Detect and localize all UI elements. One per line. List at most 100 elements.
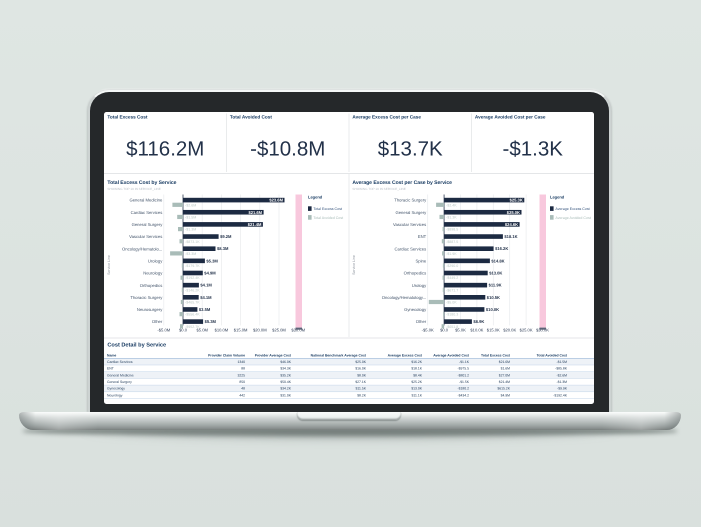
svg-text:$30.0K: $30.0K	[536, 328, 549, 333]
svg-text:$25.2K: $25.2K	[411, 380, 422, 384]
svg-text:-$192.4K: -$192.4K	[553, 393, 567, 397]
svg-text:$13.7K: $13.7K	[378, 138, 443, 161]
svg-text:Total Excess Cost by Service: Total Excess Cost by Service	[107, 180, 176, 186]
svg-text:$25.3K: $25.3K	[510, 198, 523, 203]
svg-text:-$5.0K: -$5.0K	[422, 328, 434, 333]
svg-text:$1.6M: $1.6M	[501, 367, 511, 371]
svg-text:$5.3M: $5.3M	[206, 258, 218, 263]
svg-text:-$975.5: -$975.5	[458, 367, 470, 371]
svg-text:$30.0M: $30.0M	[291, 328, 305, 333]
svg-text:$4.1M: $4.1M	[200, 295, 212, 300]
svg-text:$8.9K: $8.9K	[473, 319, 484, 324]
svg-text:-$887.5: -$887.5	[446, 240, 458, 244]
svg-text:-$1.5M: -$1.5M	[185, 215, 196, 219]
svg-text:$27.0M: $27.0M	[499, 373, 510, 377]
svg-text:$20.0K: $20.0K	[503, 328, 516, 333]
svg-text:Orthopedics: Orthopedics	[140, 283, 163, 288]
svg-text:$5.0M: $5.0M	[197, 328, 209, 333]
svg-text:-$5.0K: -$5.0K	[446, 301, 457, 305]
svg-text:-$1.3M: -$1.3M	[556, 380, 567, 384]
svg-text:Provider Average Cost: Provider Average Cost	[255, 354, 292, 358]
svg-text:-$85.8K: -$85.8K	[555, 367, 568, 371]
svg-text:Gynecology: Gynecology	[107, 387, 125, 391]
svg-text:$16.2K: $16.2K	[411, 360, 422, 364]
svg-text:$14.8K: $14.8K	[491, 258, 504, 263]
svg-text:$16.2K: $16.2K	[495, 246, 508, 251]
svg-text:Average Excess Cost per Case b: Average Excess Cost per Case by Service	[352, 180, 452, 186]
svg-text:General Surgery: General Surgery	[395, 210, 427, 215]
svg-text:1340: 1340	[237, 360, 245, 364]
svg-text:Vascular Services: Vascular Services	[393, 222, 426, 227]
svg-text:$24.6K: $24.6K	[505, 222, 518, 227]
svg-text:$25.0M: $25.0M	[272, 328, 286, 333]
svg-text:$16.0K: $16.0K	[355, 367, 366, 371]
svg-text:$21.4M: $21.4M	[248, 222, 262, 227]
svg-text:-$10.8M: -$10.8M	[250, 138, 325, 161]
svg-text:-$449.2: -$449.2	[446, 276, 458, 280]
svg-text:$50.4K: $50.4K	[280, 380, 291, 384]
svg-text:850: 850	[239, 380, 245, 384]
svg-text:$34.2K: $34.2K	[280, 387, 291, 391]
svg-text:Average Excess Cost: Average Excess Cost	[555, 207, 589, 211]
svg-text:National Benchmark Average Cos: National Benchmark Average Cost	[311, 354, 367, 358]
svg-text:$25.0K: $25.0K	[520, 328, 533, 333]
svg-text:Legend: Legend	[308, 195, 323, 200]
svg-text:$34.3K: $34.3K	[280, 367, 291, 371]
svg-text:$23.6M: $23.6M	[269, 198, 283, 203]
svg-text:Orthopedics: Orthopedics	[404, 271, 427, 276]
svg-text:-$465.7K: -$465.7K	[185, 301, 200, 305]
svg-text:-$9.9K: -$9.9K	[557, 387, 568, 391]
svg-text:$5.3M: $5.3M	[205, 319, 217, 324]
svg-text:Cardiac Services: Cardiac Services	[107, 360, 133, 364]
svg-text:$18.1K: $18.1K	[411, 367, 422, 371]
svg-text:$13.0K: $13.0K	[411, 387, 422, 391]
svg-text:-$898.5: -$898.5	[446, 228, 458, 232]
svg-text:48: 48	[241, 387, 245, 391]
svg-text:$13.0K: $13.0K	[489, 271, 502, 276]
svg-text:$615.2K: $615.2K	[497, 387, 510, 391]
svg-text:Thoracic Surgery: Thoracic Surgery	[394, 198, 427, 203]
svg-text:-$1.3K: -$1.3K	[503, 138, 564, 161]
svg-text:$15.0K: $15.0K	[487, 328, 500, 333]
svg-text:SHOWING TOP 10 IN SERVICE_LINE: SHOWING TOP 10 IN SERVICE_LINE	[352, 187, 405, 191]
svg-text:Thoracic Surgery: Thoracic Surgery	[130, 295, 163, 300]
svg-text:Total Avoided Cost: Total Avoided Cost	[537, 354, 568, 358]
svg-text:$10.5K: $10.5K	[487, 295, 500, 300]
svg-text:442: 442	[239, 393, 245, 397]
svg-text:-$192.4K: -$192.4K	[185, 276, 200, 280]
svg-text:Legend: Legend	[550, 195, 565, 200]
svg-text:$15.0M: $15.0M	[234, 328, 248, 333]
svg-text:Cardiac Services: Cardiac Services	[395, 246, 427, 251]
svg-text:-$873.1K: -$873.1K	[185, 240, 200, 244]
svg-text:Urology: Urology	[148, 258, 163, 263]
svg-text:Total Avoided Cost: Total Avoided Cost	[230, 114, 272, 119]
svg-text:-$1.1K: -$1.1K	[459, 360, 470, 364]
svg-text:$8.3M: $8.3M	[217, 246, 229, 251]
svg-text:$18.1K: $18.1K	[504, 234, 517, 239]
svg-text:Oncology/Hematology...: Oncology/Hematology...	[382, 295, 426, 300]
svg-text:Service Line: Service Line	[352, 255, 356, 275]
svg-text:Neurology: Neurology	[107, 393, 123, 397]
svg-text:$21.6M: $21.6M	[248, 210, 262, 215]
svg-text:$21.6M: $21.6M	[499, 360, 510, 364]
svg-text:ENT: ENT	[418, 234, 427, 239]
svg-text:General Medicine: General Medicine	[107, 373, 134, 377]
svg-text:$4.1M: $4.1M	[200, 283, 212, 288]
svg-text:General Surgery: General Surgery	[107, 380, 132, 384]
svg-text:ENT: ENT	[107, 367, 114, 371]
svg-text:-$671.7: -$671.7	[446, 288, 458, 292]
svg-text:Average Excess Cost: Average Excess Cost	[388, 354, 423, 358]
svg-text:-$1.5K: -$1.5K	[459, 380, 470, 384]
svg-text:Provider Claim Volume: Provider Claim Volume	[208, 354, 245, 358]
svg-text:$46.0K: $46.0K	[280, 360, 291, 364]
svg-text:$10.0K: $10.0K	[470, 328, 483, 333]
svg-text:$25.0K: $25.0K	[355, 360, 366, 364]
svg-text:-$5.0M: -$5.0M	[157, 328, 170, 333]
svg-text:$4.9M: $4.9M	[501, 393, 511, 397]
svg-text:-$290.0: -$290.0	[446, 264, 458, 268]
svg-text:-$180.3: -$180.3	[446, 313, 458, 317]
svg-text:$9.2M: $9.2M	[220, 234, 232, 239]
svg-text:-$801.2: -$801.2	[458, 373, 470, 377]
svg-text:-$1.3K: -$1.3K	[446, 215, 457, 219]
svg-text:Spine: Spine	[415, 258, 426, 263]
